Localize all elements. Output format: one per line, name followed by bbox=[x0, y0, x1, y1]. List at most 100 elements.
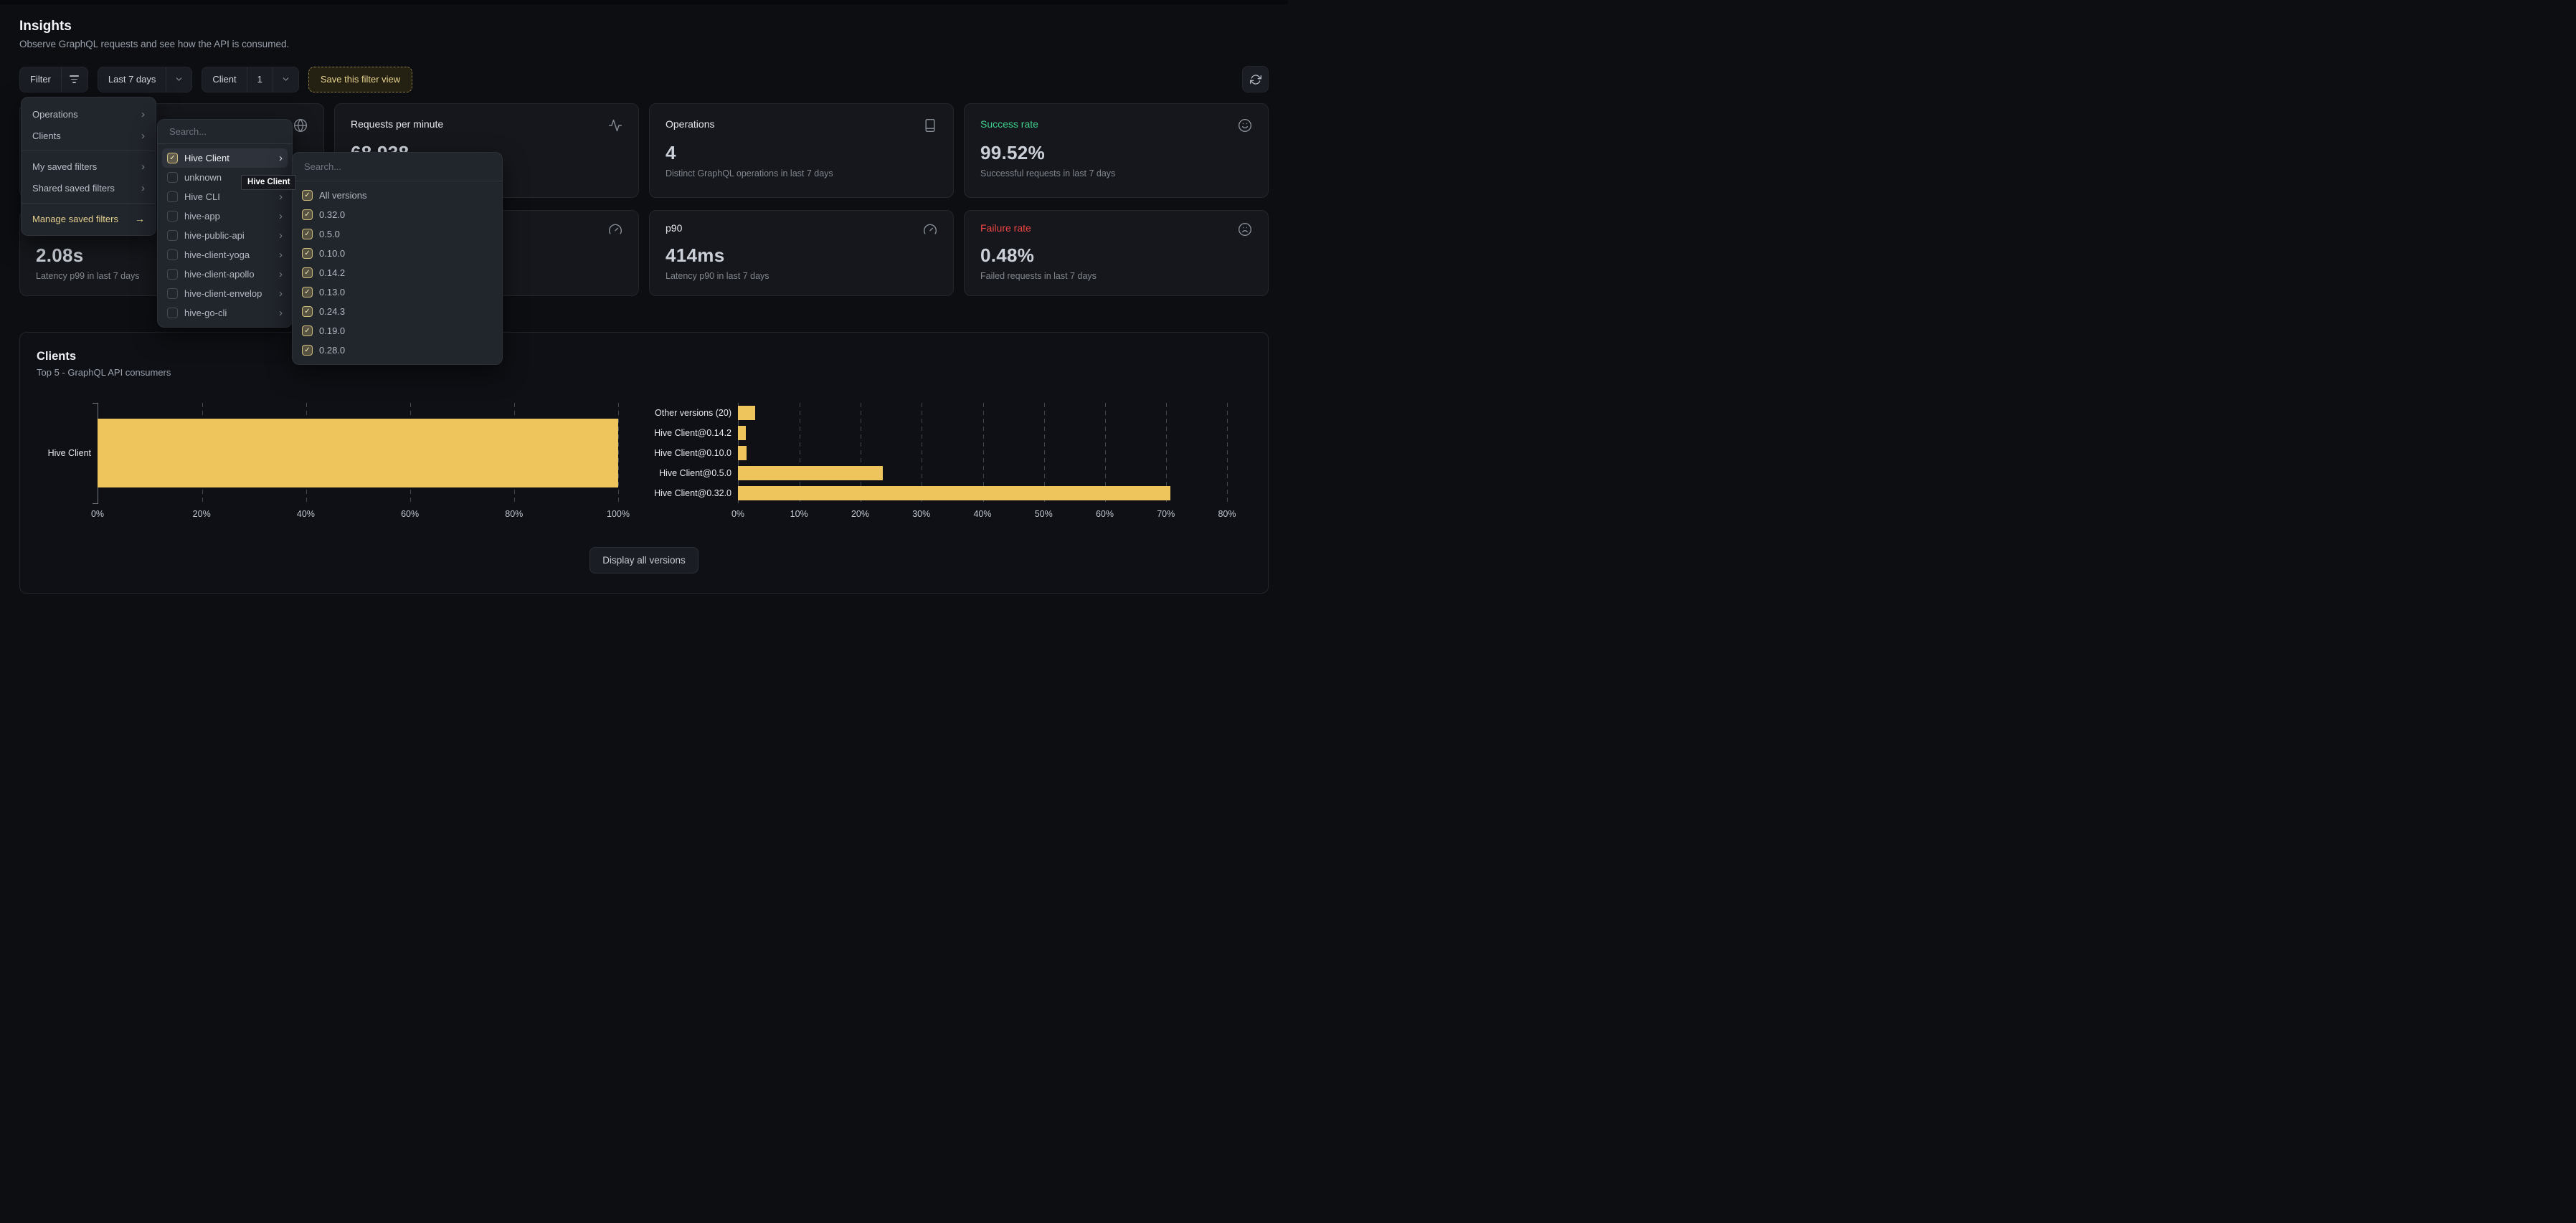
client-menu-item-hive-client-apollo[interactable]: hive-client-apollo › bbox=[162, 265, 288, 284]
checked-checkbox[interactable]: ✓ bbox=[302, 345, 313, 356]
unchecked-checkbox[interactable] bbox=[167, 172, 178, 183]
checked-checkbox[interactable]: ✓ bbox=[302, 229, 313, 239]
client-filter-button[interactable]: Client 1 bbox=[202, 66, 299, 92]
version-menu-item-label: 0.10.0 bbox=[319, 248, 346, 259]
client-menu-item-hive-client-envelop[interactable]: hive-client-envelop › bbox=[162, 284, 288, 303]
client-menu-item-hive-app[interactable]: hive-app › bbox=[162, 206, 288, 226]
stat-card-failure-rate: Failure rate 0.48% Failed requests in la… bbox=[964, 210, 1269, 296]
version-menu-item-label: 0.28.0 bbox=[319, 345, 346, 356]
activity-icon bbox=[608, 119, 622, 132]
date-range-button[interactable]: Last 7 days bbox=[97, 66, 193, 92]
client-search-input[interactable] bbox=[169, 126, 280, 137]
filter-menu-item-my-saved-filters[interactable]: My saved filters › bbox=[22, 156, 156, 177]
x-tick-label: 70% bbox=[1157, 509, 1175, 519]
gridline bbox=[1227, 403, 1228, 503]
bar-track bbox=[738, 423, 1227, 443]
save-filter-view-button[interactable]: Save this filter view bbox=[308, 66, 413, 92]
checked-checkbox[interactable]: ✓ bbox=[302, 209, 313, 220]
version-menu-item-0-5-0[interactable]: ✓ 0.5.0 bbox=[297, 224, 498, 244]
menu-item-label: Clients bbox=[32, 130, 61, 141]
bar-hive-client-0-14-2 bbox=[738, 426, 747, 440]
version-menu-item-0-28-0[interactable]: ✓ 0.28.0 bbox=[297, 341, 498, 360]
unchecked-checkbox[interactable] bbox=[167, 211, 178, 222]
client-name-tooltip: Hive Client bbox=[241, 175, 297, 190]
bar-track bbox=[738, 443, 1227, 463]
client-menu-item-hive-client[interactable]: ✓ Hive Client › bbox=[162, 148, 288, 168]
unchecked-checkbox[interactable] bbox=[167, 308, 178, 318]
client-filter-count: 1 bbox=[246, 67, 273, 92]
checked-checkbox[interactable]: ✓ bbox=[302, 306, 313, 317]
unchecked-checkbox[interactable] bbox=[167, 269, 178, 280]
version-menu-item-label: 0.24.3 bbox=[319, 306, 346, 317]
refresh-button[interactable] bbox=[1242, 66, 1269, 92]
client-menu-item-label: hive-client-envelop bbox=[184, 288, 262, 299]
checked-checkbox[interactable]: ✓ bbox=[167, 153, 178, 163]
chevron-right-icon: › bbox=[141, 108, 145, 120]
x-tick-label: 10% bbox=[790, 509, 808, 519]
globe-icon bbox=[293, 118, 308, 133]
client-menu-item-label: hive-app bbox=[184, 211, 220, 222]
version-menu-item-0-13-0[interactable]: ✓ 0.13.0 bbox=[297, 282, 498, 302]
x-tick-label: 20% bbox=[192, 509, 211, 519]
display-all-versions-button[interactable]: Display all versions bbox=[589, 547, 699, 574]
client-menu-item-hive-go-cli[interactable]: hive-go-cli › bbox=[162, 303, 288, 323]
chevron-right-icon: › bbox=[279, 268, 283, 280]
category-label: Hive Client@0.32.0 bbox=[654, 488, 731, 498]
unchecked-checkbox[interactable] bbox=[167, 288, 178, 299]
version-menu-item-0-19-0[interactable]: ✓ 0.19.0 bbox=[297, 321, 498, 341]
chevron-down-icon bbox=[166, 67, 191, 92]
filter-menu-item-clients[interactable]: Clients › bbox=[22, 125, 156, 146]
x-tick-label: 50% bbox=[1034, 509, 1053, 519]
frown-icon bbox=[1238, 222, 1252, 237]
filter-menu-item-operations[interactable]: Operations › bbox=[22, 103, 156, 125]
unchecked-checkbox[interactable] bbox=[167, 230, 178, 241]
manage-saved-filters-item[interactable]: Manage saved filters → bbox=[22, 208, 156, 229]
client-menu-item-hive-public-api[interactable]: hive-public-api › bbox=[162, 226, 288, 245]
checked-checkbox[interactable]: ✓ bbox=[302, 287, 313, 298]
client-dropdown-menu: ✓Hive Client›unknown›Hive CLI›hive-app›h… bbox=[157, 119, 293, 328]
version-menu-item-all-versions[interactable]: ✓ All versions bbox=[297, 186, 498, 205]
client-menu-item-hive-client-yoga[interactable]: hive-client-yoga › bbox=[162, 245, 288, 265]
version-menu-item-0-14-2[interactable]: ✓ 0.14.2 bbox=[297, 263, 498, 282]
client-menu-item-label: hive-client-yoga bbox=[184, 249, 250, 260]
unchecked-checkbox[interactable] bbox=[167, 249, 178, 260]
chevron-right-icon: › bbox=[279, 287, 283, 300]
bar-track bbox=[738, 483, 1227, 503]
checked-checkbox[interactable]: ✓ bbox=[302, 267, 313, 278]
clients-panel-subtitle: Top 5 - GraphQL API consumers bbox=[37, 367, 171, 378]
filter-menu-item-shared-saved-filters[interactable]: Shared saved filters › bbox=[22, 177, 156, 199]
version-menu-item-label: 0.32.0 bbox=[319, 209, 346, 220]
client-menu-item-label: Hive CLI bbox=[184, 191, 220, 202]
filter-dropdown-menu: Operations › Clients › My saved filters › Shar… bbox=[21, 97, 156, 236]
menu-item-label: Operations bbox=[32, 108, 78, 120]
client-menu-item-hive-cli[interactable]: Hive CLI › bbox=[162, 187, 288, 206]
version-search-input[interactable] bbox=[304, 161, 491, 172]
arrow-right-icon: → bbox=[135, 213, 145, 224]
gauge-icon bbox=[608, 224, 622, 234]
x-tick-label: 100% bbox=[607, 509, 630, 519]
x-tick-label: 80% bbox=[1218, 509, 1236, 519]
x-tick-label: 30% bbox=[912, 509, 931, 519]
category-label: Other versions (20) bbox=[655, 408, 731, 418]
menu-item-label: Shared saved filters bbox=[32, 182, 115, 194]
category-label: Hive Client@0.10.0 bbox=[654, 448, 731, 458]
checked-checkbox[interactable]: ✓ bbox=[302, 190, 313, 201]
date-range-label: Last 7 days bbox=[108, 74, 156, 85]
version-menu-item-0-32-0[interactable]: ✓ 0.32.0 bbox=[297, 205, 498, 224]
version-search-row bbox=[293, 153, 502, 181]
card-title: Failure rate bbox=[980, 222, 1031, 234]
checked-checkbox[interactable]: ✓ bbox=[302, 325, 313, 336]
smile-icon bbox=[1238, 118, 1252, 133]
version-menu-item-label: 0.5.0 bbox=[319, 229, 340, 239]
version-menu-item-0-10-0[interactable]: ✓ 0.10.0 bbox=[297, 244, 498, 263]
checked-checkbox[interactable]: ✓ bbox=[302, 248, 313, 259]
version-menu-item-0-24-3[interactable]: ✓ 0.24.3 bbox=[297, 302, 498, 321]
version-dropdown-menu: ✓ All versions ✓ 0.32.0 ✓ 0.5.0 ✓ 0.10.0 ✓ 0.14.2… bbox=[292, 152, 503, 365]
chart-row-hive-client-0-14-2: Hive Client@0.14.2 bbox=[635, 423, 1251, 443]
unchecked-checkbox[interactable] bbox=[167, 191, 178, 202]
card-value: 0.48% bbox=[980, 244, 1035, 266]
card-value: 99.52% bbox=[980, 142, 1045, 163]
card-desc: Distinct GraphQL operations in last 7 da… bbox=[666, 168, 833, 179]
card-desc: Latency p90 in last 7 days bbox=[666, 271, 770, 281]
filter-button[interactable]: Filter bbox=[19, 66, 88, 92]
